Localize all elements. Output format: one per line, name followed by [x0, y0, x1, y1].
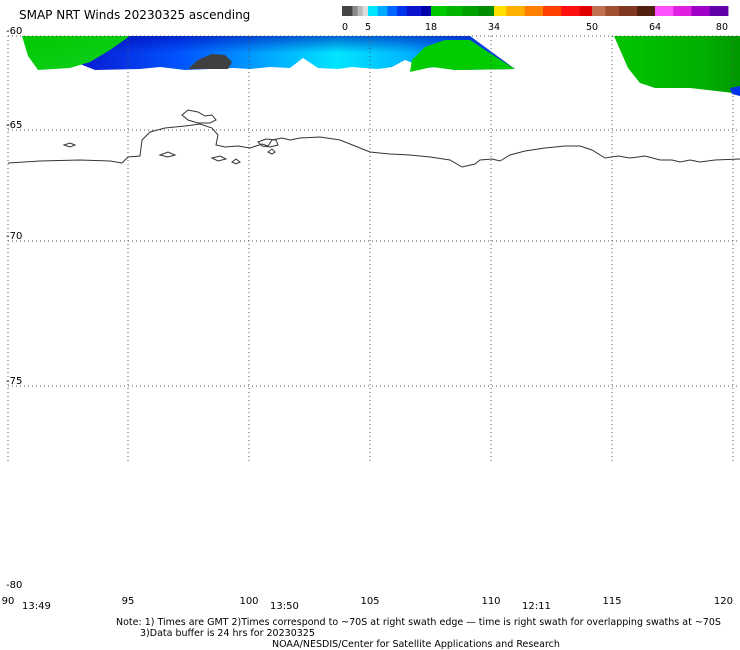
colorbar-tick-label: 50 — [586, 22, 598, 33]
colorbar-segment — [478, 6, 495, 16]
colorbar-segment — [524, 6, 544, 16]
colorbar-tick-label: 80 — [716, 22, 728, 33]
colorbar-segment — [377, 6, 388, 16]
note-line-2: 3)Data buffer is 24 hrs for 20230325 — [140, 628, 315, 639]
lat-label: -80 — [6, 580, 22, 591]
lon-label: 90 — [2, 596, 15, 607]
note-line-3: NOAA/NESDIS/Center for Satellite Applica… — [272, 639, 560, 650]
colorbar-tick-label: 0 — [342, 22, 348, 33]
colorbar-segment — [506, 6, 526, 16]
colorbar: 0 5 18 34 50 64 80 — [342, 6, 729, 33]
colorbar-segment — [592, 6, 606, 16]
lon-label: 105 — [360, 596, 379, 607]
colorbar-segment — [691, 6, 711, 16]
colorbar-segment — [352, 6, 358, 16]
colorbar-segment — [655, 6, 674, 16]
colorbar-segment — [494, 6, 507, 16]
lon-label: 100 — [239, 596, 258, 607]
swath-blue-shade — [70, 36, 515, 70]
colorbar-segment — [561, 6, 581, 16]
wind-swaths — [22, 36, 740, 96]
colorbar-segment — [421, 6, 432, 16]
swath-time: 12:11 — [522, 601, 551, 612]
colorbar-tick-label: 34 — [488, 22, 500, 33]
colorbar-segment — [397, 6, 408, 16]
swath-time: 13:49 — [22, 601, 51, 612]
colorbar-segment — [431, 6, 448, 16]
note-line-1: Note: 1) Times are GMT 2)Times correspon… — [116, 617, 721, 628]
swath-green-left — [22, 36, 130, 70]
colorbar-segment — [543, 6, 562, 16]
swath-dark-patch — [188, 54, 232, 69]
graticule — [7, 35, 740, 463]
colorbar-tick-label: 5 — [365, 22, 371, 33]
colorbar-segment — [446, 6, 463, 16]
colorbar-segment — [342, 6, 353, 16]
lat-label: -65 — [6, 120, 22, 131]
colorbar-segment — [605, 6, 620, 16]
colorbar-segment — [462, 6, 479, 16]
swath-green-mid — [410, 40, 515, 72]
map-title: SMAP NRT Winds 20230325 ascending — [19, 8, 251, 22]
colorbar-segment — [637, 6, 656, 16]
longitude-labels: 90 95 100 105 110 115 120 — [2, 596, 733, 607]
colorbar-segment — [368, 6, 379, 16]
lon-label: 95 — [122, 596, 135, 607]
lat-label: -75 — [6, 376, 22, 387]
lat-label: -60 — [6, 26, 22, 37]
colorbar-segment — [579, 6, 593, 16]
colorbar-segment — [709, 6, 729, 16]
swath-green-right — [614, 36, 740, 94]
swath-time: 13:50 — [270, 601, 299, 612]
colorbar-segment — [357, 6, 364, 16]
colorbar-segment — [362, 6, 369, 16]
coastline — [7, 109, 740, 168]
colorbar-segment — [619, 6, 638, 16]
colorbar-segment — [406, 6, 422, 16]
colorbar-segment — [673, 6, 692, 16]
colorbar-tick-label: 64 — [649, 22, 661, 33]
colorbar-segment — [387, 6, 398, 16]
lon-label: 110 — [481, 596, 500, 607]
lon-label: 120 — [714, 596, 733, 607]
colorbar-tick-label: 18 — [425, 22, 437, 33]
latitude-labels: -60 -65 -70 -75 -80 — [6, 26, 22, 591]
lon-label: 115 — [602, 596, 621, 607]
swath-times: 13:49 13:50 12:11 — [22, 601, 551, 612]
lat-label: -70 — [6, 231, 22, 242]
